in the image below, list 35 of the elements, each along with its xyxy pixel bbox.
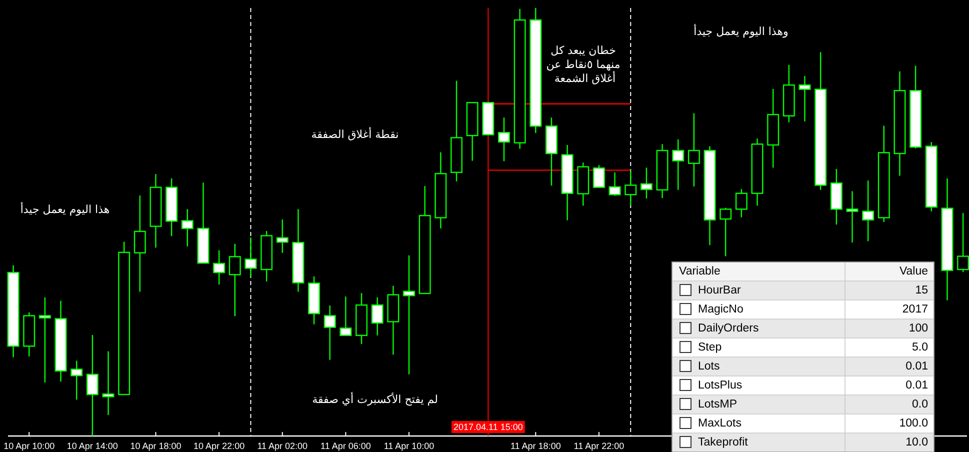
category-label: Step [698,342,722,354]
text: 2017 [902,304,928,316]
category-label: Takeprofit [698,436,749,449]
x-tick-label: 10 Apr 22:00 [194,441,245,451]
category-label: LotsPlus [698,380,742,392]
annotation: وهذا اليوم يعمل جيدأ [694,24,788,38]
x-tick-label: 10 Apr 14:00 [66,441,118,451]
text: 10.0 [906,436,928,449]
text: 0.01 [906,380,928,392]
ref-line-label: 2017.04.11 15:00 [453,422,523,432]
annotation: لم يفتح الأكسبرت أي صفقة [312,392,438,406]
annotation: هذا اليوم يعمل جيدأ [20,202,110,216]
category-label: Lots [698,360,720,373]
text: 15 [915,284,928,297]
x-tick-label: 11 Apr 02:00 [257,441,308,451]
text: 100 [908,322,928,335]
text: Value [899,266,928,278]
x-tick-label: 11 Apr 18:00 [510,441,561,451]
category-label: MagicNo [698,304,744,316]
x-tick-label: 11 Apr 06:00 [320,441,371,451]
text: 100.0 [899,418,928,430]
category-label: DailyOrders [698,322,759,335]
category-label: HourBar [698,284,741,297]
text: 5.0 [912,342,928,354]
x-tick-label: 11 Apr 10:00 [384,441,434,451]
category-label: LotsMP [698,398,738,411]
annotation: نقطة أغلاق الصفقة [311,127,399,142]
text: Variable [679,266,720,278]
text: 0.0 [912,398,928,411]
annotation: خطان يبعد كل منهما ٥نقاط عن أغلاق الشمعة [546,44,624,86]
text: 0.01 [906,360,928,373]
x-tick-label: 11 Apr 22:00 [574,441,624,451]
x-tick-label: 10 Apr 18:00 [130,441,182,451]
category-label: MaxLots [698,418,742,430]
x-tick-label: 10 Apr 10:00 [4,441,55,451]
